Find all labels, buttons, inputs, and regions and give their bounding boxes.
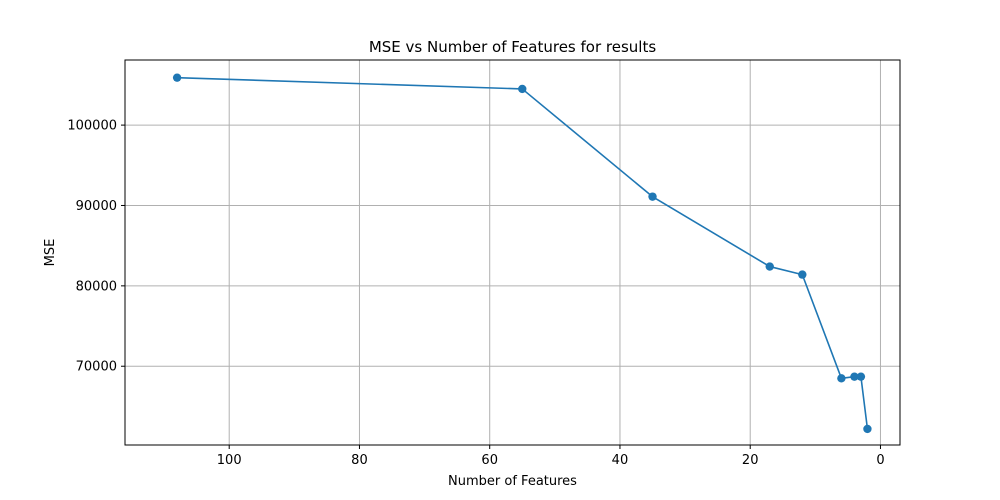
data-point [765, 262, 774, 271]
data-point [172, 73, 182, 82]
x-tick-label: 80 [351, 453, 368, 468]
x-tick-label: 0 [876, 453, 884, 468]
y-tick-label: 80000 [76, 279, 117, 294]
x-tick-label: 100 [217, 453, 242, 468]
y-tick-label: 70000 [76, 360, 117, 375]
y-axis-label: MSE [43, 239, 58, 267]
chart-title: MSE vs Number of Features for results [369, 38, 657, 56]
data-point [837, 374, 846, 383]
plot-frame [124, 59, 901, 446]
y-tick-label: 90000 [76, 199, 117, 214]
data-point [863, 424, 872, 434]
x-tick-label: 60 [481, 453, 498, 468]
series-layer [172, 73, 872, 434]
plot-area [125, 60, 900, 445]
ticks: 100 80 60 40 20 0 70000 80000 90000 100000 [67, 119, 884, 468]
data-point [856, 372, 866, 381]
data-point [518, 84, 527, 94]
x-tick-label: 40 [612, 453, 629, 468]
data-point [648, 192, 657, 201]
data-point [798, 270, 807, 279]
x-axis-label: Number of Features [448, 474, 577, 489]
data-point [850, 372, 859, 381]
grid [125, 60, 900, 445]
y-tick-label: 100000 [67, 119, 117, 134]
x-tick-label: 20 [742, 453, 759, 468]
